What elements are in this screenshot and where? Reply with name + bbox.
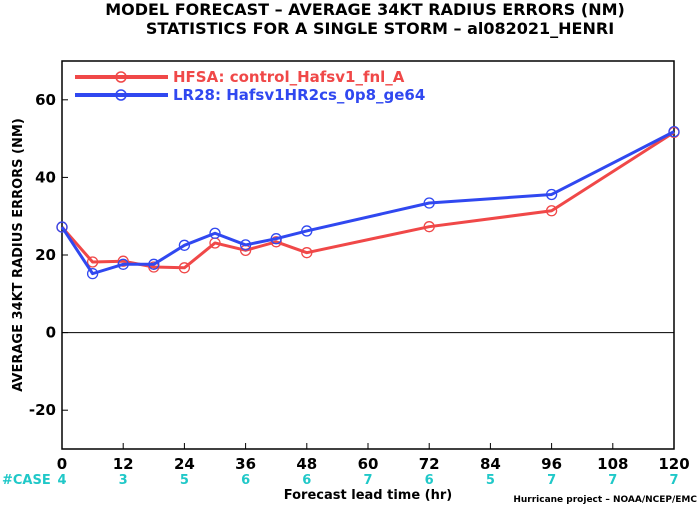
- data-point: [209, 227, 221, 239]
- y-tick-label: 40: [35, 168, 56, 186]
- data-point: [148, 258, 160, 270]
- x-tick-label: 48: [296, 455, 317, 473]
- data-point: [545, 205, 558, 217]
- x-tick-label: 12: [113, 455, 134, 473]
- series-line-0: [60, 131, 675, 270]
- chart-title: MODEL FORECAST – AVERAGE 34KT RADIUS ERR…: [105, 0, 625, 19]
- case-count: 5: [486, 473, 495, 488]
- series-line-1: [60, 130, 675, 276]
- data-point: [423, 221, 435, 233]
- data-point: [86, 267, 99, 280]
- x-tick-label: 84: [480, 455, 501, 473]
- data-point: [86, 256, 99, 268]
- y-tick-label: 0: [46, 324, 56, 342]
- legend-marker-hfsa: [115, 71, 127, 83]
- plot-frame: [61, 60, 675, 450]
- legend-label-lr28: LR28: Hafsv1HR2cs_0p8_ge64: [173, 86, 425, 104]
- case-count: 7: [547, 473, 556, 488]
- legend: HFSA: control_Hafsv1_fnl_A LR28: Hafsv1H…: [75, 68, 425, 104]
- data-point: [668, 125, 680, 138]
- data-point: [423, 197, 435, 209]
- y-tick-label: 20: [35, 246, 56, 264]
- case-counts: 4 3 5 6 6 7 6 5 7 7 7: [57, 473, 678, 488]
- case-count: 6: [302, 473, 311, 488]
- credit-text: Hurricane project – NOAA/NCEP/EMC: [513, 495, 697, 505]
- x-tick-label: 96: [541, 455, 562, 473]
- y-tick-label: -20: [29, 401, 56, 419]
- case-count: 6: [425, 473, 434, 488]
- case-count: 3: [119, 473, 128, 488]
- y-tick-label: 60: [35, 91, 56, 109]
- case-count: 6: [241, 473, 250, 488]
- x-tick-label: 72: [419, 455, 440, 473]
- data-point: [239, 239, 252, 251]
- data-point: [545, 188, 558, 201]
- data-point: [301, 225, 313, 237]
- x-tick-label: 36: [235, 455, 256, 473]
- case-count: 7: [363, 473, 372, 488]
- x-tick-label: 24: [174, 455, 195, 473]
- y-axis-label: AVERAGE 34KT RADIUS ERRORS (NM): [11, 118, 26, 392]
- data-point: [117, 258, 129, 270]
- legend-label-hfsa: HFSA: control_Hafsv1_fnl_A: [173, 68, 405, 86]
- case-count: 4: [57, 473, 66, 488]
- data-point: [270, 233, 282, 245]
- legend-marker-lr28: [115, 89, 127, 101]
- data-point: [148, 261, 160, 273]
- data-point: [270, 236, 282, 248]
- case-count: 7: [669, 473, 678, 488]
- x-tick-label: 0: [57, 455, 67, 473]
- series-layer: [56, 125, 680, 280]
- data-point: [301, 247, 313, 259]
- x-tick-label: 108: [597, 455, 628, 473]
- x-tick-label: 120: [658, 455, 689, 473]
- case-count: 7: [608, 473, 617, 488]
- chart-subtitle: STATISTICS FOR A SINGLE STORM – al082021…: [146, 19, 614, 38]
- case-label: #CASE: [2, 473, 51, 488]
- x-axis-label: Forecast lead time (hr): [284, 488, 452, 503]
- y-axis: -20 0 20 40 60: [29, 91, 68, 419]
- case-count: 5: [180, 473, 189, 488]
- data-point: [117, 255, 129, 267]
- x-axis: 0 12 24 36 48 60 72 84 96 108 120: [57, 443, 690, 473]
- data-point: [56, 221, 68, 233]
- x-tick-label: 60: [358, 455, 379, 473]
- data-point: [178, 239, 191, 251]
- data-point: [178, 262, 191, 274]
